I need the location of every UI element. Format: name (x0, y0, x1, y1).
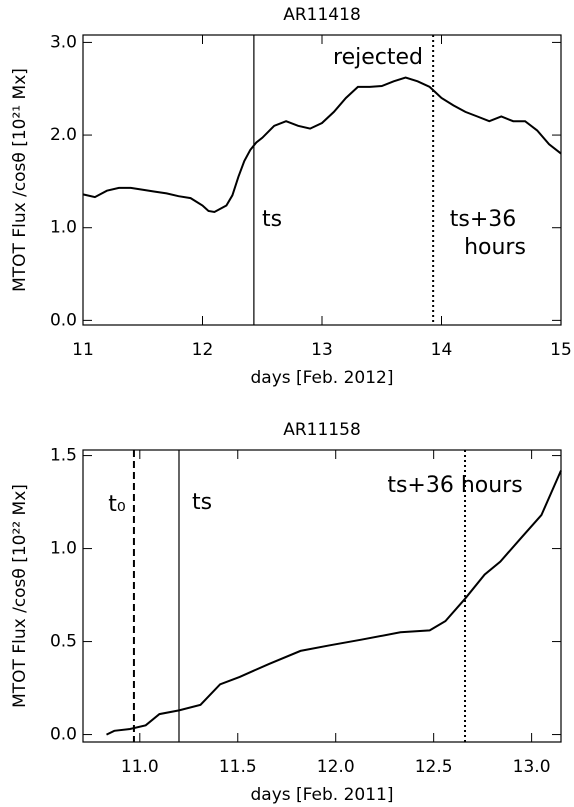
data-line (106, 470, 562, 736)
x-tick-label: 14 (431, 340, 453, 360)
x-tick-label: 11.0 (121, 757, 159, 777)
x-tick-label: 12.0 (317, 757, 355, 777)
x-tick-label: 11 (72, 340, 94, 360)
annotation: ts+36 (450, 207, 517, 232)
x-tick-label: 13 (311, 340, 333, 360)
x-tick-label: 13.0 (513, 757, 551, 777)
y-tick-label: 0.5 (50, 632, 77, 652)
x-tick-label: 15 (550, 340, 572, 360)
y-tick-label: 1.0 (50, 539, 77, 559)
data-line (82, 76, 562, 214)
plot-frame (82, 449, 562, 743)
chart-title: AR11158 (283, 420, 361, 440)
x-axis-label: days [Feb. 2012] (251, 368, 394, 388)
y-tick-label: 1.0 (50, 218, 77, 238)
plot-frame (82, 34, 562, 326)
annotation: hours (464, 235, 526, 260)
annotation: rejected (333, 45, 423, 70)
x-tick-label: 11.5 (219, 757, 257, 777)
annotation: t₀ (108, 492, 126, 517)
y-tick-label: 1.5 (50, 446, 77, 466)
x-tick-label: 12.5 (415, 757, 453, 777)
y-tick-label: 3.0 (50, 32, 77, 52)
annotation: ts+36 hours (387, 473, 522, 498)
y-tick-label: 0.0 (50, 725, 77, 745)
y-tick-label: 0.0 (50, 310, 77, 330)
y-axis-label: MTOT Flux /cosθ [10²¹ Mx] (10, 68, 30, 292)
x-tick-label: 12 (192, 340, 214, 360)
annotation: ts (262, 207, 282, 232)
x-axis-label: days [Feb. 2011] (251, 785, 394, 805)
y-axis-label: MTOT Flux /cosθ [10²² Mx] (10, 484, 30, 708)
chart-title: AR11418 (283, 5, 361, 25)
annotation: ts (192, 490, 212, 515)
y-tick-label: 2.0 (50, 125, 77, 145)
